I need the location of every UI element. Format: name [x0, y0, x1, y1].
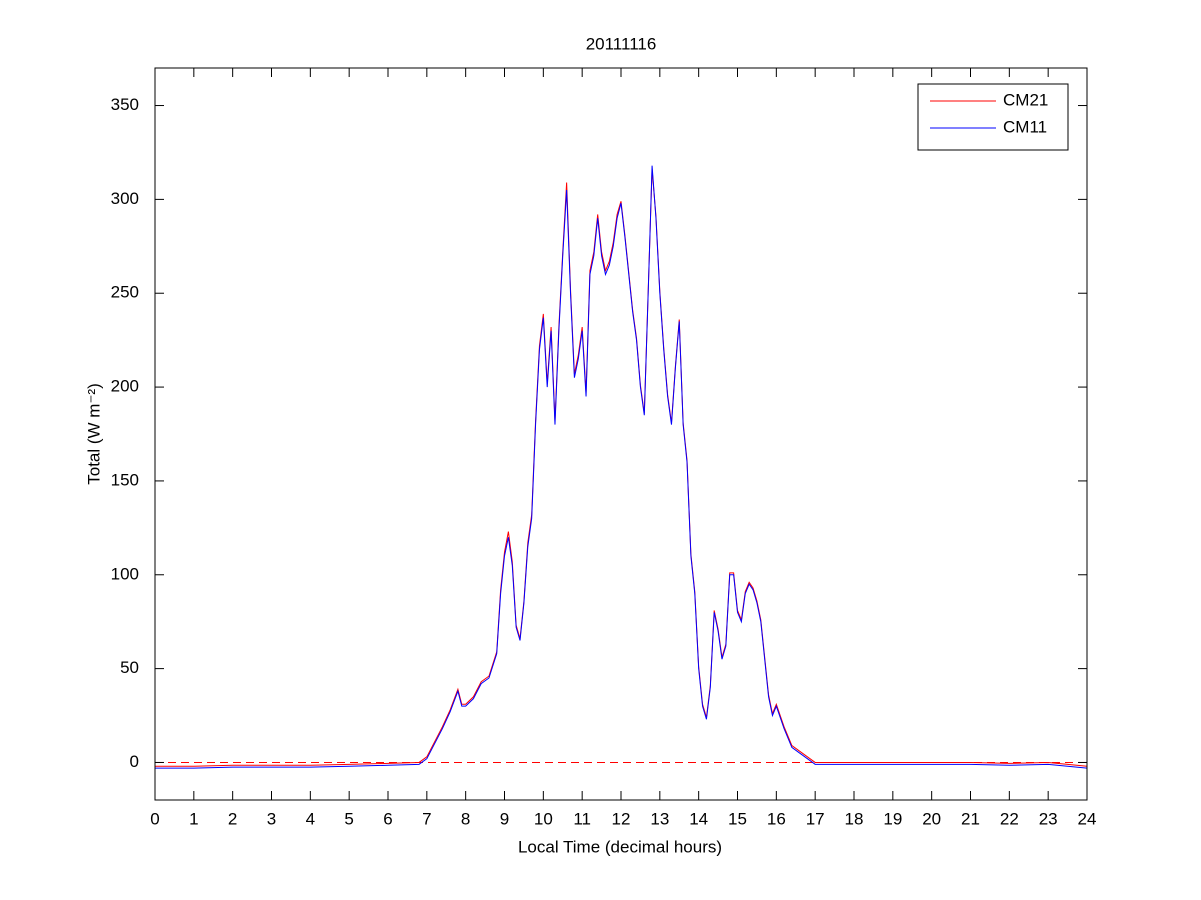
x-tick-label: 0 — [150, 809, 159, 828]
y-tick-label: 250 — [111, 283, 139, 302]
x-tick-label: 23 — [1039, 809, 1058, 828]
x-tick-label: 24 — [1078, 809, 1097, 828]
x-tick-label: 4 — [306, 809, 315, 828]
y-tick-label: 0 — [130, 752, 139, 771]
legend-label: CM21 — [1003, 90, 1048, 109]
y-tick-label: 50 — [120, 658, 139, 677]
legend-label: CM11 — [1003, 117, 1047, 136]
x-tick-label: 20 — [922, 809, 941, 828]
legend-box — [917, 83, 1069, 151]
x-tick-label: 12 — [612, 809, 631, 828]
x-tick-label: 13 — [650, 809, 669, 828]
y-tick-label: 350 — [111, 95, 139, 114]
y-tick-label: 300 — [111, 189, 139, 208]
x-tick-label: 9 — [500, 809, 509, 828]
x-tick-label: 19 — [883, 809, 902, 828]
x-tick-label: 15 — [728, 809, 747, 828]
x-tick-label: 1 — [189, 809, 198, 828]
x-tick-label: 6 — [383, 809, 392, 828]
x-axis-label: Local Time (decimal hours) — [518, 837, 722, 856]
y-tick-label: 100 — [111, 564, 139, 583]
x-tick-label: 21 — [961, 809, 980, 828]
y-axis-label: Total (W m⁻²) — [84, 383, 103, 485]
x-tick-label: 18 — [845, 809, 864, 828]
y-tick-label: 200 — [111, 377, 139, 396]
x-tick-label: 3 — [267, 809, 276, 828]
x-tick-label: 14 — [689, 809, 708, 828]
data-line — [155, 165, 1088, 769]
x-tick-label: 5 — [344, 809, 353, 828]
x-tick-label: 2 — [228, 809, 237, 828]
x-tick-label: 22 — [1000, 809, 1019, 828]
x-tick-label: 7 — [422, 809, 431, 828]
x-tick-label: 17 — [806, 809, 825, 828]
x-tick-label: 8 — [461, 809, 470, 828]
chart-title: 20111116 — [586, 34, 657, 53]
x-tick-label: 11 — [573, 809, 591, 828]
x-tick-label: 10 — [534, 809, 553, 828]
x-tick-label: 16 — [767, 809, 786, 828]
y-tick-label: 150 — [111, 470, 139, 489]
